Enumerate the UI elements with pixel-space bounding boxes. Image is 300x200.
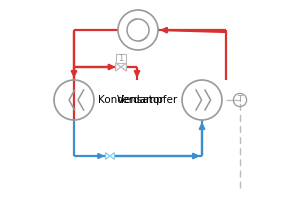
Polygon shape bbox=[106, 153, 110, 159]
Text: 1: 1 bbox=[118, 54, 124, 63]
Polygon shape bbox=[121, 63, 126, 71]
Text: T: T bbox=[238, 96, 242, 104]
Polygon shape bbox=[110, 153, 114, 159]
Text: Verdampfer: Verdampfer bbox=[117, 95, 178, 105]
FancyBboxPatch shape bbox=[116, 54, 126, 63]
Polygon shape bbox=[116, 63, 121, 71]
Text: Kondensator: Kondensator bbox=[98, 95, 164, 105]
